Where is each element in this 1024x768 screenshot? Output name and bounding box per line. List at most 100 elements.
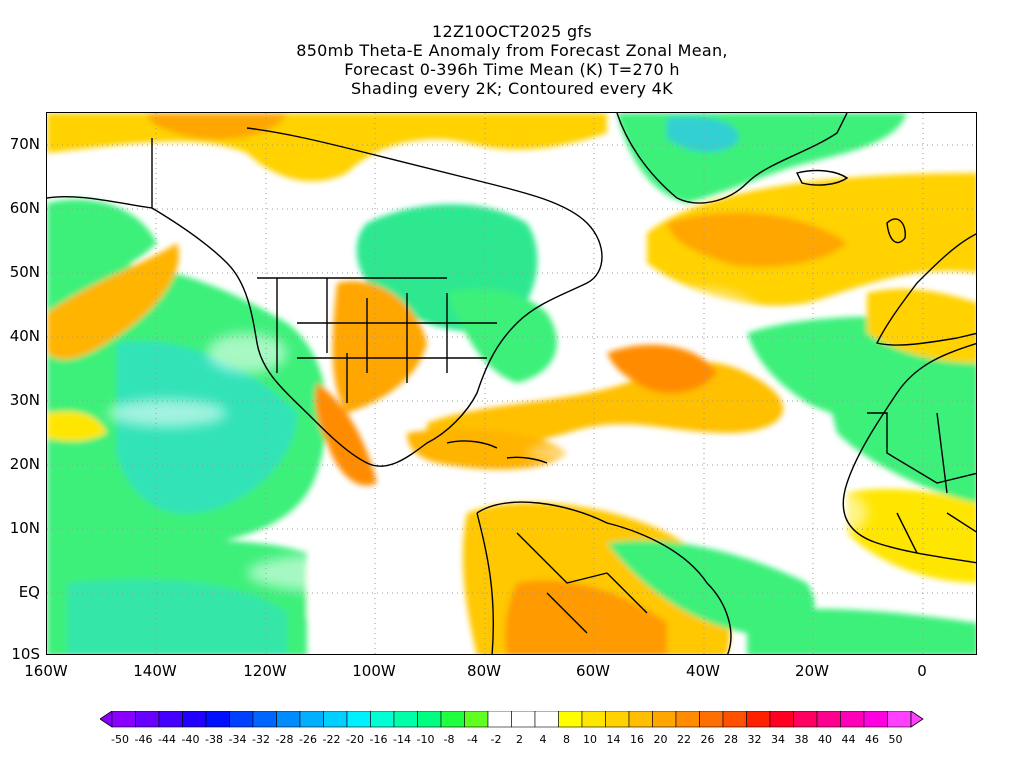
east-us-cool — [447, 289, 557, 383]
colorbar-box — [793, 711, 818, 728]
great-plains-warm — [332, 281, 427, 413]
lat-label-30n: 30N — [9, 391, 40, 409]
lon-label-140w: 140W — [133, 662, 177, 680]
colorbar-box — [863, 711, 888, 728]
title-line-2: 850mb Theta-E Anomaly from Forecast Zona… — [296, 41, 728, 60]
colorbar-box — [229, 711, 254, 728]
colorbar-box — [346, 711, 371, 728]
lat-label-60n: 60N — [9, 199, 40, 217]
colorbar-label: 26 — [700, 733, 715, 746]
colorbar-box — [276, 711, 301, 728]
colorbar-label: 32 — [747, 733, 762, 746]
anomaly-shading — [47, 113, 976, 654]
title-line-4: Shading every 2K; Contoured every 4K — [351, 79, 673, 98]
colorbar-box — [534, 711, 559, 728]
colorbar-label: -34 — [228, 733, 247, 746]
colorbar-box — [816, 711, 841, 728]
title-block: 12Z10OCT2025 gfs 850mb Theta-E Anomaly f… — [0, 22, 1024, 98]
lon-label-40w: 40W — [686, 662, 720, 680]
colorbar-box — [699, 711, 724, 728]
lon-label-160w: 160W — [24, 662, 68, 680]
north-atlantic-orange-core — [667, 212, 847, 267]
colorbar-box — [581, 711, 606, 728]
arctic-warm — [47, 113, 607, 182]
subtropical-atlantic-core — [607, 344, 717, 394]
lon-label-20w: 20W — [795, 662, 829, 680]
colorbar-box — [417, 711, 442, 728]
arctic-orange-core — [147, 113, 287, 140]
colorbar-label: -20 — [346, 733, 364, 746]
colorbar-box — [158, 711, 183, 728]
pacific-cyan-region — [117, 341, 297, 514]
colorbar-label: 28 — [724, 733, 738, 746]
lat-label-70n: 70N — [9, 135, 40, 153]
west-africa-yellow — [847, 488, 976, 583]
colorbar-label: 40 — [818, 733, 832, 746]
colorbar-label: -28 — [275, 733, 294, 746]
colorbar-label: 16 — [630, 733, 644, 746]
colorbar-box — [487, 711, 512, 728]
colorbar-label: -26 — [299, 733, 317, 746]
colorbar-box — [652, 711, 677, 728]
colorbar-label: -32 — [252, 733, 270, 746]
colorbar-label: -38 — [205, 733, 223, 746]
lat-label-50n: 50N — [9, 263, 40, 281]
colorbar-box — [252, 711, 277, 728]
colorbar-label: -4 — [467, 733, 478, 746]
colorbar-label: -8 — [443, 733, 455, 746]
colorbar-label: 20 — [653, 733, 668, 746]
colorbar-label: -44 — [158, 733, 176, 746]
south-america-orange-core — [505, 580, 667, 654]
colorbar-label: -2 — [490, 733, 502, 746]
caribbean-warm — [407, 429, 567, 470]
north-america-coast — [47, 127, 603, 467]
colorbar-label: -10 — [416, 733, 435, 746]
lat-label-40n: 40N — [9, 327, 40, 345]
africa-borders — [867, 412, 976, 554]
colorbar-box — [135, 711, 160, 728]
africa-coast — [842, 342, 976, 564]
gulf-alaska-warm — [47, 243, 179, 360]
lon-label-60w: 60W — [576, 662, 610, 680]
colorbar-box — [182, 711, 207, 728]
colorbar-box — [769, 711, 794, 728]
colorbar-label: 38 — [794, 733, 809, 746]
colorbar-label: 14 — [606, 733, 621, 746]
uk-coast — [886, 218, 906, 244]
colorbar-label: 4 — [539, 733, 547, 746]
lat-label-10s: 10S — [11, 645, 40, 663]
colorbar-label: -14 — [393, 733, 411, 746]
lon-label-120w: 120W — [243, 662, 287, 680]
colorbar-box — [111, 711, 136, 728]
south-america-coast — [476, 501, 732, 654]
colorbar-box — [511, 711, 536, 728]
colorbar-box — [464, 711, 489, 728]
colorbar-label: 34 — [771, 733, 785, 746]
colorbar-label: 8 — [563, 733, 570, 746]
colorbar-box — [887, 711, 912, 728]
central-pacific-yellow — [47, 411, 107, 442]
colorbar-box — [605, 711, 630, 728]
europe-coast — [875, 233, 976, 346]
sahara-green — [827, 388, 976, 503]
colorbar-label: 44 — [841, 733, 856, 746]
colorbar-box — [323, 711, 348, 728]
colorbar-box — [840, 711, 865, 728]
colorbar-label: 50 — [888, 733, 903, 746]
greenland-cyan — [667, 116, 739, 153]
colorbar-label: -40 — [181, 733, 200, 746]
us-borders — [257, 277, 497, 403]
colorbar-box — [675, 711, 700, 728]
lon-label-80w: 80W — [467, 662, 501, 680]
lon-label-100w: 100W — [352, 662, 396, 680]
pacific-far-south-cyan — [67, 579, 287, 654]
colorbar-label: 2 — [516, 733, 523, 746]
colorbar-label: 22 — [677, 733, 691, 746]
colorbar-box — [440, 711, 465, 728]
colorbar-left-triangle — [100, 711, 113, 728]
title-line-1: 12Z10OCT2025 gfs — [432, 22, 592, 41]
coastlines — [47, 113, 976, 654]
south-atlantic-green — [747, 608, 976, 654]
colorbar — [100, 711, 924, 728]
colorbar-label: -50 — [111, 733, 129, 746]
